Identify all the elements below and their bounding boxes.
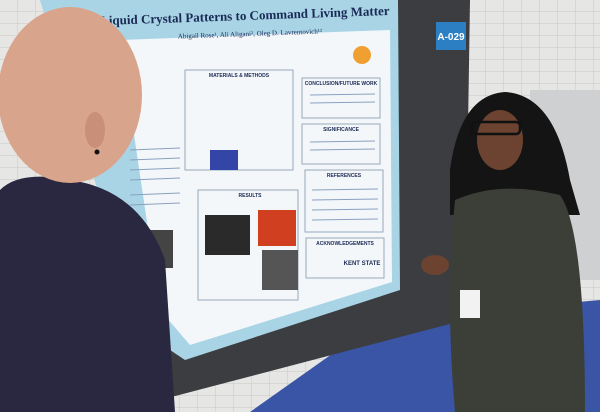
section-box	[301, 123, 381, 165]
section-box	[305, 237, 385, 279]
woman-coat	[450, 188, 585, 412]
figure-image	[258, 210, 296, 246]
section-box	[197, 189, 299, 301]
text-lines	[129, 93, 379, 221]
section-header: REFERENCES	[327, 173, 362, 179]
woman-glasses	[470, 120, 522, 136]
section-box	[301, 77, 381, 119]
man-shirt	[0, 176, 175, 412]
woman-hands	[421, 255, 449, 275]
poster-logo-icon	[353, 46, 371, 64]
section-header: SIGNIFICANCE	[323, 127, 360, 133]
man-head	[0, 7, 142, 183]
poster-sheet	[120, 30, 392, 345]
section-box	[304, 169, 384, 233]
woman-face	[477, 110, 523, 170]
poster-logo-text: KENT STATE	[344, 261, 381, 267]
man-ear	[85, 112, 105, 148]
figure-image	[205, 215, 250, 255]
section-header: ACKNOWLEDGEMENTS	[316, 241, 374, 247]
section-header: CONCLUSION/FUTURE WORK	[305, 81, 378, 87]
section-header: MATERIALS & METHODS	[209, 73, 270, 79]
section-header: RESULTS	[239, 193, 263, 199]
man-earring	[94, 149, 100, 155]
figure-image	[262, 250, 298, 290]
figure-image	[210, 150, 238, 170]
section-box	[184, 69, 294, 171]
board-label: A-029	[437, 32, 465, 43]
board-label-box	[436, 22, 466, 50]
woman-badge	[460, 290, 480, 318]
